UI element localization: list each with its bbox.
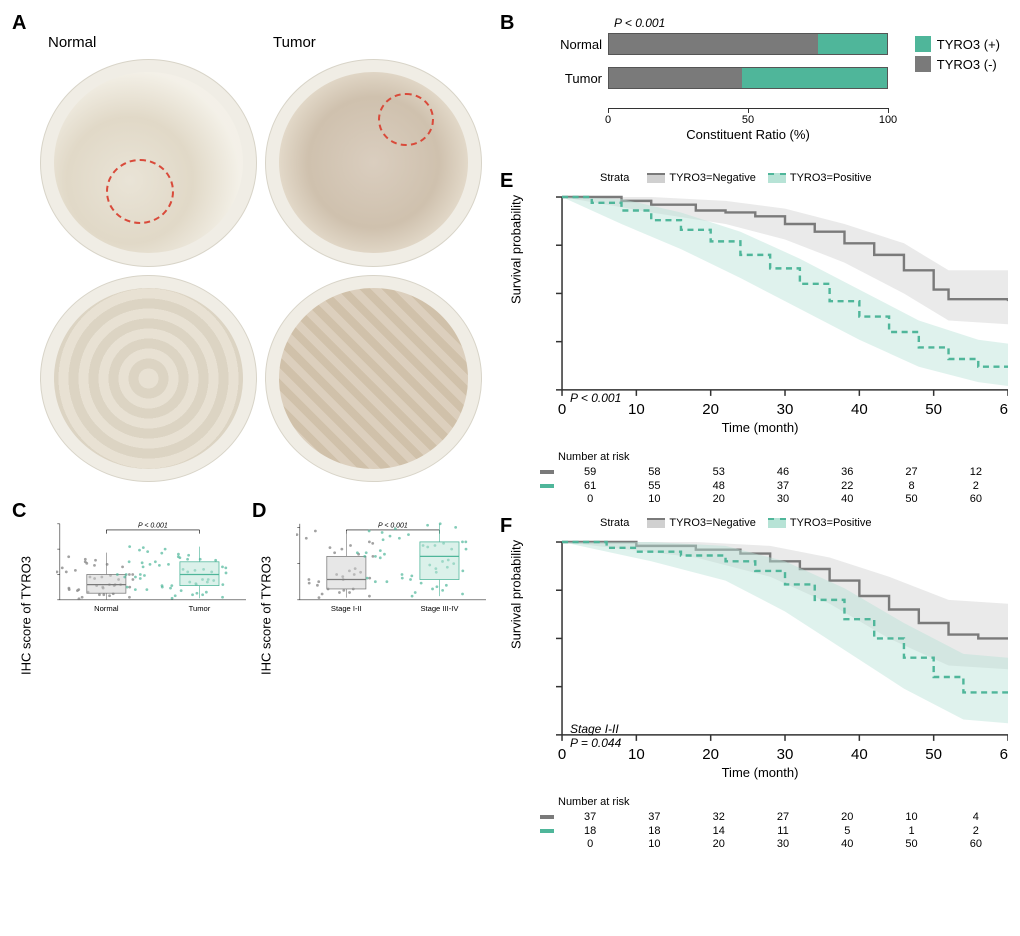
panel-c-label: C bbox=[12, 500, 26, 523]
panel-e-chart: 0.000.250.500.751.000102030405060 bbox=[556, 194, 1008, 420]
panel-e-pvalue: P < 0.001 bbox=[570, 391, 621, 405]
risk-row: 59585346362712 bbox=[540, 465, 1008, 479]
svg-text:10: 10 bbox=[628, 401, 645, 418]
stackbar bbox=[608, 33, 888, 55]
legend-item: TYRO3 (-) bbox=[915, 56, 1000, 72]
panel-f-pvalue: Stage I-II P = 0.044 bbox=[570, 722, 621, 750]
panel-a: A Normal Tumor bbox=[12, 12, 492, 492]
svg-text:Tumor: Tumor bbox=[189, 604, 211, 613]
stackbar-label: Normal bbox=[550, 37, 608, 52]
legend-item: TYRO3=Positive bbox=[768, 172, 872, 184]
svg-text:60: 60 bbox=[1000, 401, 1008, 418]
panel-b-xaxis-title: Constituent Ratio (%) bbox=[608, 127, 888, 142]
panel-b-legend: TYRO3 (+) TYRO3 (-) bbox=[915, 32, 1000, 76]
svg-text:0: 0 bbox=[558, 401, 566, 418]
stackbar bbox=[608, 67, 888, 89]
panel-c: C IHC score of TYRO3 051015P < 0.001Norm… bbox=[12, 500, 252, 850]
panel-d: D IHC score of TYRO3 0510P < 0.001Stage … bbox=[252, 500, 492, 850]
micrograph-normal-lowmag bbox=[40, 59, 257, 267]
svg-text:60: 60 bbox=[1000, 746, 1008, 763]
scalebar-icon bbox=[210, 463, 234, 467]
legend-item: TYRO3=Negative bbox=[647, 517, 756, 529]
panel-e: E StrataTYRO3=NegativeTYRO3=Positive Sur… bbox=[500, 170, 1020, 505]
legend-item: TYRO3=Negative bbox=[647, 172, 756, 184]
micrograph-grid: Normal Tumor bbox=[40, 34, 482, 482]
panel-b-pvalue: P < 0.001 bbox=[614, 16, 665, 30]
panel-e-legend: StrataTYRO3=NegativeTYRO3=Positive bbox=[600, 172, 872, 184]
svg-text:0: 0 bbox=[558, 746, 566, 763]
svg-text:P < 0.001: P < 0.001 bbox=[378, 522, 408, 529]
header-normal: Normal bbox=[40, 34, 257, 51]
figure: A Normal Tumor B P < 0.00 bbox=[12, 12, 1008, 850]
panel-c-chart: 051015P < 0.001NormalTumor bbox=[56, 520, 246, 615]
svg-text:50: 50 bbox=[925, 746, 942, 763]
panel-d-chart: 0510P < 0.001Stage I-IIStage III-IV bbox=[296, 520, 486, 615]
risk-table-title: Number at risk bbox=[558, 796, 1008, 808]
panel-f: F StrataTYRO3=NegativeTYRO3=Positive Sur… bbox=[500, 515, 1020, 850]
svg-text:Stage I-II: Stage I-II bbox=[331, 604, 362, 613]
svg-text:Stage III-IV: Stage III-IV bbox=[420, 604, 459, 613]
panel-e-risk-table: Number at risk 59585346362712615548372282… bbox=[540, 451, 1008, 505]
panel-f-xlabel: Time (month) bbox=[722, 765, 799, 780]
scalebar-icon bbox=[435, 463, 459, 467]
svg-text:30: 30 bbox=[777, 401, 794, 418]
svg-text:50: 50 bbox=[925, 401, 942, 418]
panel-ef-col: E StrataTYRO3=NegativeTYRO3=Positive Sur… bbox=[500, 170, 1020, 850]
svg-text:40: 40 bbox=[851, 746, 868, 763]
panel-a-label: A bbox=[12, 12, 26, 35]
panel-cd-row: C IHC score of TYRO3 051015P < 0.001Norm… bbox=[12, 500, 492, 850]
svg-text:Normal: Normal bbox=[94, 604, 119, 613]
panel-c-ylabel: IHC score of TYRO3 bbox=[19, 556, 34, 675]
panel-f-legend: StrataTYRO3=NegativeTYRO3=Positive bbox=[600, 517, 872, 529]
panel-f-risk-table: Number at risk37373227201041818141151201… bbox=[540, 796, 1008, 850]
micrograph-normal-highmag bbox=[40, 275, 257, 483]
stackbar-label: Tumor bbox=[550, 71, 608, 86]
svg-text:30: 30 bbox=[777, 746, 794, 763]
micrograph-tumor-highmag bbox=[265, 275, 482, 483]
svg-text:P < 0.001: P < 0.001 bbox=[138, 522, 168, 529]
panel-d-label: D bbox=[252, 500, 266, 523]
panel-f-ylabel: Survival probability bbox=[509, 540, 524, 649]
legend-item: TYRO3=Positive bbox=[768, 517, 872, 529]
svg-text:40: 40 bbox=[851, 401, 868, 418]
risk-row: 615548372282 bbox=[540, 479, 1008, 493]
risk-row: 18181411512 bbox=[540, 824, 1008, 838]
svg-text:20: 20 bbox=[702, 401, 719, 418]
micrograph-tumor-lowmag bbox=[265, 59, 482, 267]
legend-item: TYRO3 (+) bbox=[915, 36, 1000, 52]
panel-e-xlabel: Time (month) bbox=[722, 420, 799, 435]
header-tumor: Tumor bbox=[265, 34, 482, 51]
panel-b-label: B bbox=[500, 12, 514, 35]
svg-text:20: 20 bbox=[702, 746, 719, 763]
panel-f-label: F bbox=[500, 515, 512, 538]
panel-b: B P < 0.001 Normal Tumor 050100 Constitue… bbox=[500, 12, 1020, 162]
svg-text:10: 10 bbox=[628, 746, 645, 763]
panel-e-label: E bbox=[500, 170, 513, 193]
panel-b-xaxis: 050100 Constituent Ratio (%) bbox=[608, 108, 888, 142]
risk-row: 3737322720104 bbox=[540, 810, 1008, 824]
panel-e-ylabel: Survival probability bbox=[509, 195, 524, 304]
panel-f-chart: 0.000.250.500.751.000102030405060 bbox=[556, 539, 1008, 765]
risk-table-title: Number at risk bbox=[558, 451, 1008, 463]
panel-d-ylabel: IHC score of TYRO3 bbox=[259, 556, 274, 675]
